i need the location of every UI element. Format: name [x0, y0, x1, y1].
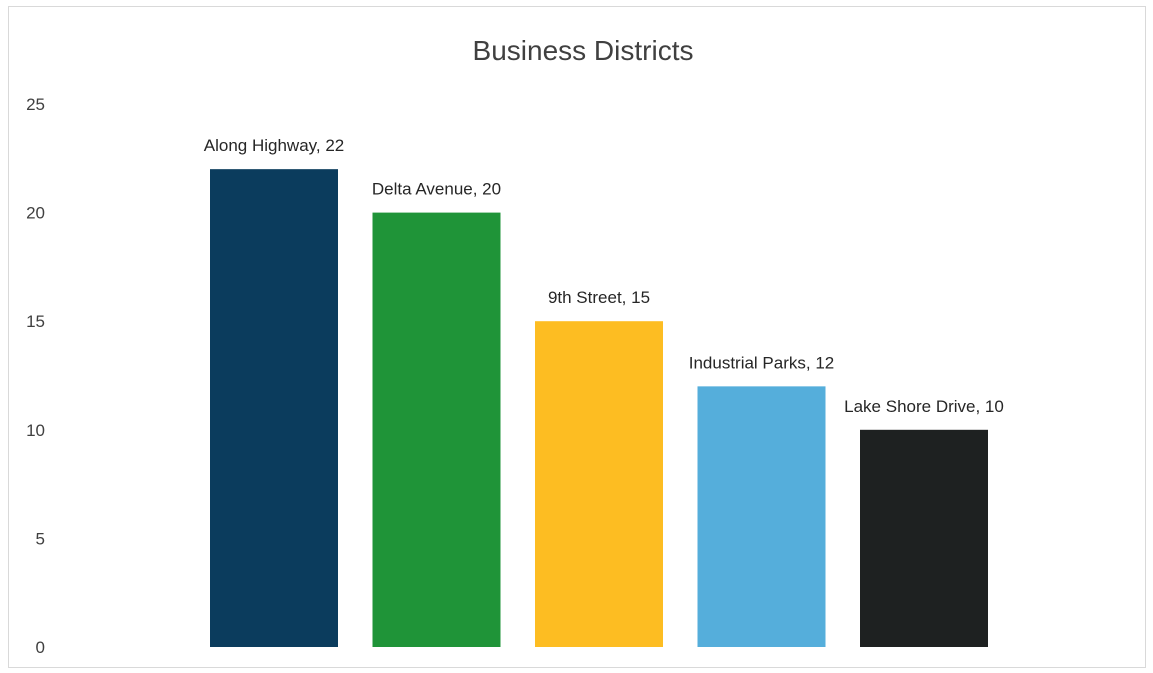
data-labels: Along Highway, 22 Delta Avenue, 20 9th Str…	[204, 136, 1004, 416]
bar-lake-shore-drive	[860, 429, 988, 647]
data-label: Lake Shore Drive, 10	[844, 397, 1004, 416]
data-label: Along Highway, 22	[204, 136, 345, 155]
bars	[210, 169, 988, 647]
bar-delta-avenue	[372, 212, 501, 647]
bar-industrial-parks	[697, 386, 826, 647]
chart-title: Business Districts	[473, 35, 694, 66]
data-label: Delta Avenue, 20	[372, 180, 501, 199]
y-tick-label: 5	[36, 529, 45, 548]
bar-9th-street	[535, 321, 663, 647]
y-axis-ticks: 0 5 10 15 20 25	[26, 95, 45, 657]
y-tick-label: 0	[36, 638, 45, 657]
y-tick-label: 10	[26, 421, 45, 440]
y-tick-label: 20	[26, 204, 45, 223]
data-label: Industrial Parks, 12	[689, 353, 835, 372]
data-label: 9th Street, 15	[548, 288, 650, 307]
y-tick-label: 25	[26, 95, 45, 114]
bar-along-highway	[210, 169, 338, 647]
y-tick-label: 15	[26, 312, 45, 331]
